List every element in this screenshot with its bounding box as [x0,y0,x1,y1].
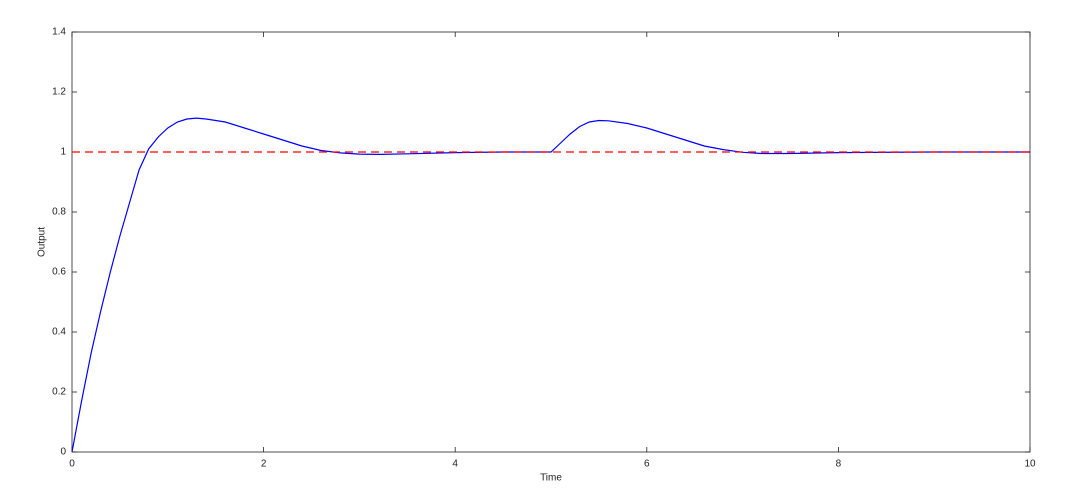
y-tick-label: 1.2 [52,87,66,98]
y-tick-label: 0.4 [52,327,66,338]
x-tick-label: 0 [69,459,75,470]
x-tick-label: 8 [836,459,842,470]
x-tick-label: 2 [261,459,267,470]
x-axis-label: Time [540,473,562,484]
y-tick-label: 0.6 [52,267,66,278]
series-line [71,117,1030,453]
y-tick-label: 0.8 [52,207,66,218]
x-tick-label: 10 [1024,459,1036,470]
plot-frame [71,31,1031,453]
y-tick-label: 0.2 [52,387,66,398]
y-axis-label: Output [37,227,48,257]
x-tick-label: 6 [644,459,650,470]
y-tick-label: 0 [60,447,66,458]
x-tick-label: 4 [452,459,458,470]
y-tick-label: 1 [60,147,66,158]
y-tick-label: 1.4 [52,27,66,38]
